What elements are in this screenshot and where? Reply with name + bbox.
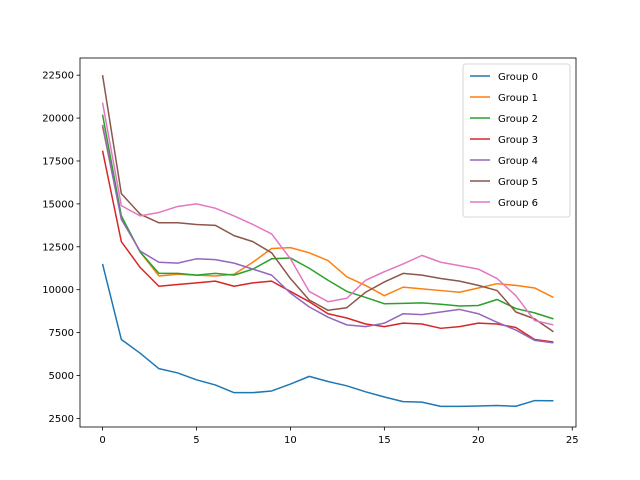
series-line-5 — [101, 75, 554, 333]
y-tick-label: 12500 — [42, 242, 74, 253]
legend: Group 0 Group 1 Group 2 Group 3 Group 4 Group… — [462, 63, 571, 218]
legend-label-2: Group 2 — [498, 114, 538, 125]
axes-frame — [79, 57, 577, 428]
x-tick-label: 25 — [566, 435, 579, 446]
x-tick-label: 15 — [378, 435, 391, 446]
x-axis: 0 5 10 15 20 25 — [99, 427, 579, 446]
y-axis: 2500 5000 7500 10000 12500 15000 17500 20000 225… — [42, 71, 80, 425]
series-line-2 — [101, 114, 554, 320]
y-tick-label: 22500 — [42, 71, 74, 82]
y-tick-label: 17500 — [42, 156, 74, 167]
x-tick-label: 5 — [193, 435, 199, 446]
x-tick-label: 10 — [284, 435, 297, 446]
y-tick-label: 2500 — [49, 414, 74, 425]
legend-label-6: Group 6 — [498, 198, 538, 209]
series-line-1 — [101, 126, 554, 299]
legend-label-3: Group 3 — [498, 135, 538, 146]
y-tick-label: 5000 — [49, 371, 74, 382]
series-line-0 — [101, 263, 554, 408]
y-tick-label: 7500 — [49, 328, 74, 339]
plot-frame — [79, 57, 577, 428]
x-tick-label: 20 — [472, 435, 485, 446]
series-line-6 — [101, 102, 554, 326]
legend-label-4: Group 4 — [498, 156, 538, 167]
y-tick-label: 15000 — [42, 199, 74, 210]
legend-label-0: Group 0 — [498, 72, 538, 83]
y-tick-label: 20000 — [42, 114, 74, 125]
legend-label-5: Group 5 — [498, 177, 538, 188]
legend-label-1: Group 1 — [498, 93, 538, 104]
series-line-4 — [101, 124, 554, 344]
y-tick-label: 10000 — [42, 285, 74, 296]
series-line-3 — [101, 150, 554, 343]
x-tick-label: 0 — [99, 435, 105, 446]
series-lines — [101, 75, 554, 408]
legend-box — [462, 63, 571, 218]
